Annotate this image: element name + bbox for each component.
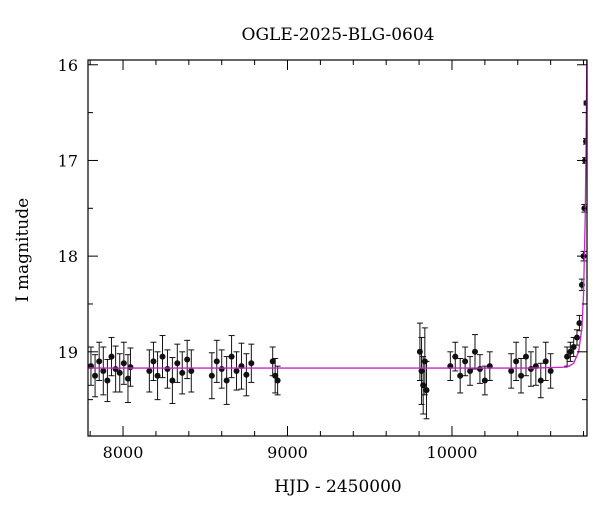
model-curve bbox=[88, 60, 587, 369]
data-point bbox=[573, 334, 580, 341]
data-point bbox=[471, 348, 478, 355]
x-tick-label: 9000 bbox=[267, 443, 308, 462]
data-point bbox=[116, 369, 123, 376]
data-point bbox=[108, 353, 115, 360]
data-point bbox=[537, 377, 544, 384]
data-point bbox=[481, 377, 488, 384]
data-point bbox=[104, 377, 111, 384]
data-point bbox=[233, 367, 240, 374]
data-point bbox=[174, 360, 181, 367]
data-point bbox=[467, 367, 474, 374]
x-axis-label: HJD - 2450000 bbox=[274, 477, 402, 497]
data-point bbox=[228, 353, 235, 360]
data-point bbox=[508, 367, 515, 374]
data-point bbox=[150, 358, 157, 365]
data-point bbox=[272, 372, 279, 379]
data-point bbox=[120, 360, 127, 367]
data-point bbox=[462, 358, 469, 365]
data-point bbox=[564, 353, 571, 360]
data-point bbox=[576, 320, 583, 327]
data-point bbox=[243, 371, 250, 378]
data-point bbox=[513, 358, 520, 365]
x-tick-label: 8000 bbox=[103, 443, 144, 462]
y-tick-label: 19 bbox=[58, 343, 78, 362]
data-point bbox=[423, 387, 430, 394]
data-point bbox=[223, 377, 230, 384]
y-tick-label: 18 bbox=[58, 247, 78, 266]
x-tick-label: 10000 bbox=[427, 443, 478, 462]
data-point bbox=[179, 369, 186, 376]
data-point bbox=[169, 377, 176, 384]
data-point bbox=[248, 360, 255, 367]
data-point bbox=[457, 372, 464, 379]
data-point bbox=[269, 358, 276, 365]
data-point bbox=[476, 366, 483, 373]
data-point bbox=[522, 353, 529, 360]
data-point bbox=[518, 372, 525, 379]
data-point bbox=[188, 367, 195, 374]
data-point bbox=[146, 367, 153, 374]
data-point bbox=[218, 366, 225, 373]
data-point bbox=[213, 358, 220, 365]
plot-area bbox=[88, 60, 587, 420]
data-point bbox=[274, 377, 281, 384]
data-point bbox=[92, 372, 99, 379]
chart-title: OGLE-2025-BLG-0604 bbox=[242, 25, 435, 45]
data-point bbox=[154, 372, 161, 379]
y-axis-label: I magnitude bbox=[13, 198, 33, 302]
data-point bbox=[100, 367, 107, 374]
data-point bbox=[159, 353, 166, 360]
data-point bbox=[452, 353, 459, 360]
y-tick-label: 16 bbox=[58, 56, 78, 75]
plot-frame bbox=[87, 59, 588, 437]
data-point bbox=[127, 364, 134, 371]
data-point bbox=[208, 372, 215, 379]
data-point bbox=[96, 358, 103, 365]
data-point bbox=[124, 375, 131, 382]
data-point bbox=[184, 356, 191, 363]
data-point bbox=[542, 358, 549, 365]
y-tick-label: 17 bbox=[58, 151, 78, 170]
data-point bbox=[567, 348, 574, 355]
data-point bbox=[547, 367, 554, 374]
data-point bbox=[164, 366, 171, 373]
